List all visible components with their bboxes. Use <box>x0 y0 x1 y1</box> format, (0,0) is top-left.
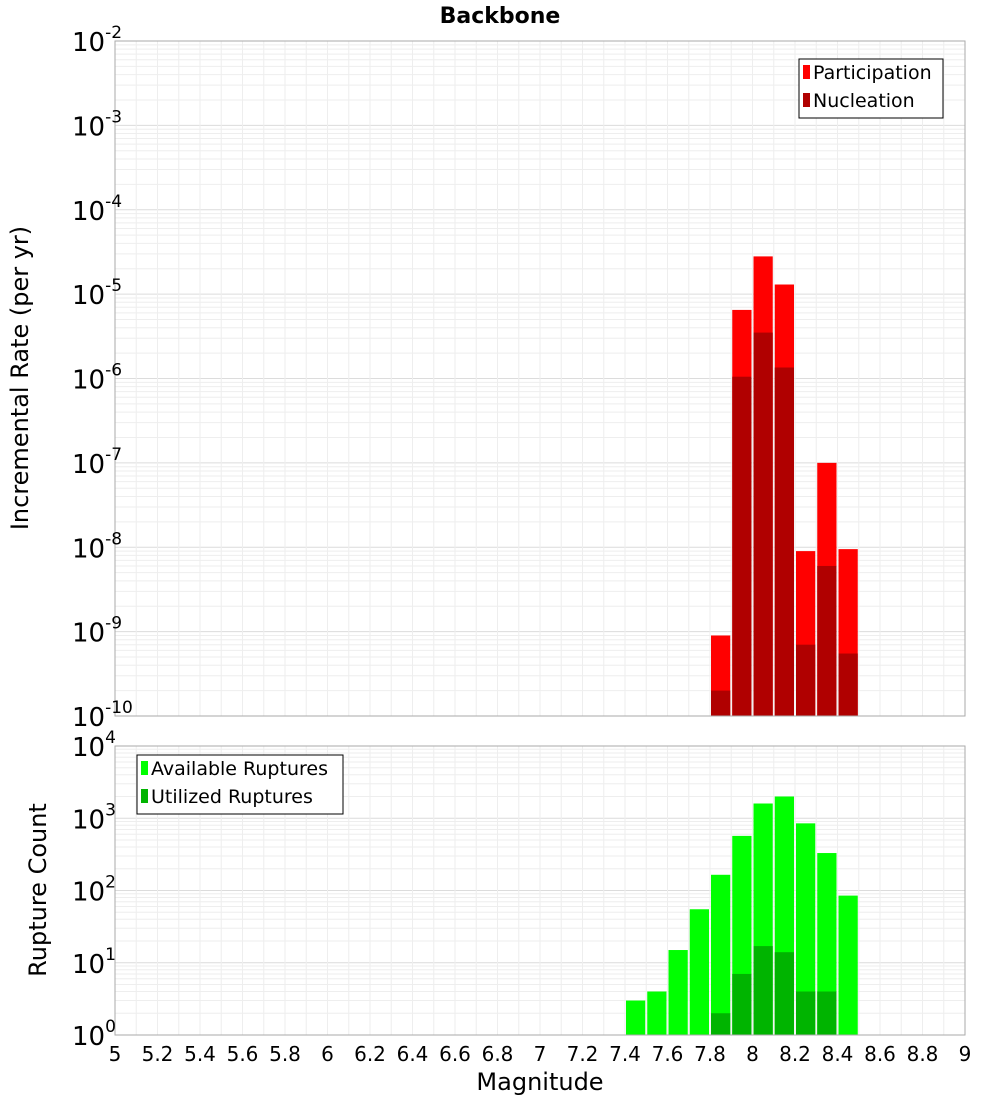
plot-frame <box>114 745 966 1036</box>
bar <box>668 950 688 1035</box>
y-tick-label: 10-5 <box>72 276 122 311</box>
y-tick-labels: 100 101 102 103 104 <box>72 728 116 1052</box>
x-tick-labels: 5 5.2 5.4 5.6 5.8 6 6.2 6.4 6.6 6.8 7 7.2 7.4 7.6 7.8 8… <box>109 1042 972 1066</box>
y-tick-label: 10-4 <box>72 192 122 227</box>
x-tick-label: 6.8 <box>482 1042 514 1066</box>
legend-swatch <box>803 93 810 107</box>
bar <box>711 874 731 1035</box>
y-tick-label: 10-3 <box>72 107 122 142</box>
y-tick-label: 10-10 <box>72 698 133 733</box>
bar <box>838 653 858 716</box>
y-tick-label: 10-2 <box>72 23 122 58</box>
y-tick-label: 10-8 <box>72 529 122 564</box>
bar <box>796 991 816 1035</box>
legend: Participation Nucleation <box>798 58 944 119</box>
legend-label: Utilized Ruptures <box>151 786 313 808</box>
legend-label: Nucleation <box>813 90 915 112</box>
x-tick-label: 7.8 <box>694 1042 726 1066</box>
x-tick-label: 7.6 <box>652 1042 684 1066</box>
bottom-y-axis-label: Rupture Count <box>24 803 52 977</box>
x-tick-label: 8.6 <box>864 1042 896 1066</box>
y-tick-label: 101 <box>72 945 116 980</box>
y-tick-label: 10-7 <box>72 445 122 480</box>
bar <box>796 644 816 716</box>
x-tick-label: 6.6 <box>439 1042 471 1066</box>
bar <box>626 1000 646 1035</box>
bar <box>711 1013 731 1035</box>
legend-swatch <box>803 65 810 79</box>
x-tick-label: 5.8 <box>269 1042 301 1066</box>
series-nucleation <box>711 332 858 716</box>
bar <box>689 909 709 1035</box>
x-tick-label: 7.2 <box>567 1042 599 1066</box>
y-tick-label: 100 <box>72 1017 116 1052</box>
plots-group: 10-10 10-9 10-8 10-7 10-6 10-5 10-4 10-3 10-2 Par… <box>72 23 971 1066</box>
plot-panel-1: 10-10 10-9 10-8 10-7 10-6 10-5 10-4 10-3 10-2 Par… <box>72 23 966 733</box>
x-tick-label: 6 <box>321 1042 334 1066</box>
bar <box>817 991 837 1035</box>
x-tick-label: 8 <box>746 1042 759 1066</box>
bar <box>732 973 752 1035</box>
x-tick-label: 6.2 <box>354 1042 386 1066</box>
y-tick-label: 10-9 <box>72 614 122 649</box>
plot-panel-2: 100 101 102 103 104 5 5.2 5.4 5.6 5.8 6 6.2 6.4 6.6 6.… <box>72 728 971 1066</box>
bar <box>774 367 794 716</box>
x-tick-label: 5.4 <box>184 1042 216 1066</box>
x-tick-label: 8.8 <box>907 1042 939 1066</box>
y-tick-label: 104 <box>72 728 116 763</box>
bar <box>774 952 794 1035</box>
x-axis-label: Magnitude <box>476 1068 603 1096</box>
top-y-axis-label: Incremental Rate (per yr) <box>6 226 34 530</box>
bar <box>647 991 667 1035</box>
bar <box>817 853 837 1035</box>
y-tick-label: 10-6 <box>72 361 122 396</box>
bar <box>753 332 773 716</box>
bar <box>711 690 731 716</box>
chart-title: Backbone <box>440 4 561 29</box>
plot-frame <box>114 40 966 717</box>
y-tick-labels: 10-10 10-9 10-8 10-7 10-6 10-5 10-4 10-3 10-2 <box>72 23 133 733</box>
bar <box>732 376 752 716</box>
bar <box>753 946 773 1035</box>
legend-label: Available Ruptures <box>151 758 328 780</box>
x-tick-label: 6.4 <box>397 1042 429 1066</box>
bar <box>838 895 858 1035</box>
legend-box <box>136 754 344 815</box>
x-tick-label: 9 <box>959 1042 972 1066</box>
x-tick-label: 8.2 <box>779 1042 811 1066</box>
legend-swatch <box>141 789 148 803</box>
grid <box>114 41 966 717</box>
x-tick-label: 5 <box>109 1042 122 1066</box>
y-tick-label: 103 <box>72 800 116 835</box>
x-tick-label: 5.6 <box>227 1042 259 1066</box>
series-utilized-ruptures <box>711 946 837 1035</box>
legend-swatch <box>141 761 148 775</box>
x-tick-label: 5.2 <box>142 1042 174 1066</box>
bar <box>817 565 837 716</box>
bar <box>796 823 816 1035</box>
y-tick-label: 102 <box>72 873 116 908</box>
x-tick-label: 8.4 <box>822 1042 854 1066</box>
legend-label: Participation <box>813 62 932 84</box>
x-tick-label: 7 <box>534 1042 547 1066</box>
x-tick-label: 7.4 <box>609 1042 641 1066</box>
legend-box <box>798 58 944 119</box>
legend: Available Ruptures Utilized Ruptures <box>136 754 344 815</box>
